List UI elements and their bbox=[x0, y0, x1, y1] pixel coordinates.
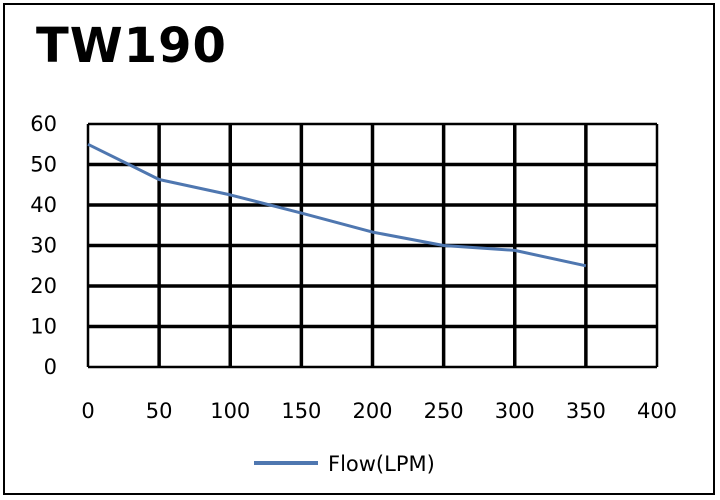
y-tick-label: 20 bbox=[30, 274, 57, 298]
legend-label: Flow(LPM) bbox=[328, 452, 435, 476]
x-tick-label: 0 bbox=[81, 399, 94, 423]
y-tick-label: 10 bbox=[30, 315, 57, 339]
x-tick-label: 200 bbox=[352, 399, 392, 423]
chart-title: TW190 bbox=[36, 18, 227, 74]
y-axis-ticks: 0 10 20 30 40 50 60 bbox=[30, 112, 57, 379]
x-tick-label: 300 bbox=[495, 399, 535, 423]
y-tick-label: 60 bbox=[30, 112, 57, 136]
x-axis-ticks: 0 50 100 150 200 250 300 350 400 bbox=[81, 399, 677, 423]
x-tick-label: 400 bbox=[637, 399, 677, 423]
y-tick-label: 50 bbox=[30, 153, 57, 177]
chart-series-layer bbox=[87, 142, 587, 268]
series-line bbox=[87, 142, 587, 268]
y-tick-label: 30 bbox=[30, 234, 57, 258]
chart-legend: Flow(LPM) bbox=[254, 452, 435, 476]
x-tick-label: 250 bbox=[424, 399, 464, 423]
y-tick-label: 0 bbox=[44, 355, 57, 379]
x-tick-label: 350 bbox=[566, 399, 606, 423]
y-tick-label: 40 bbox=[30, 193, 57, 217]
chart-frame bbox=[3, 3, 715, 495]
x-tick-label: 50 bbox=[146, 399, 173, 423]
chart-grid bbox=[86, 122, 659, 369]
x-tick-label: 100 bbox=[210, 399, 250, 423]
x-tick-label: 150 bbox=[281, 399, 321, 423]
